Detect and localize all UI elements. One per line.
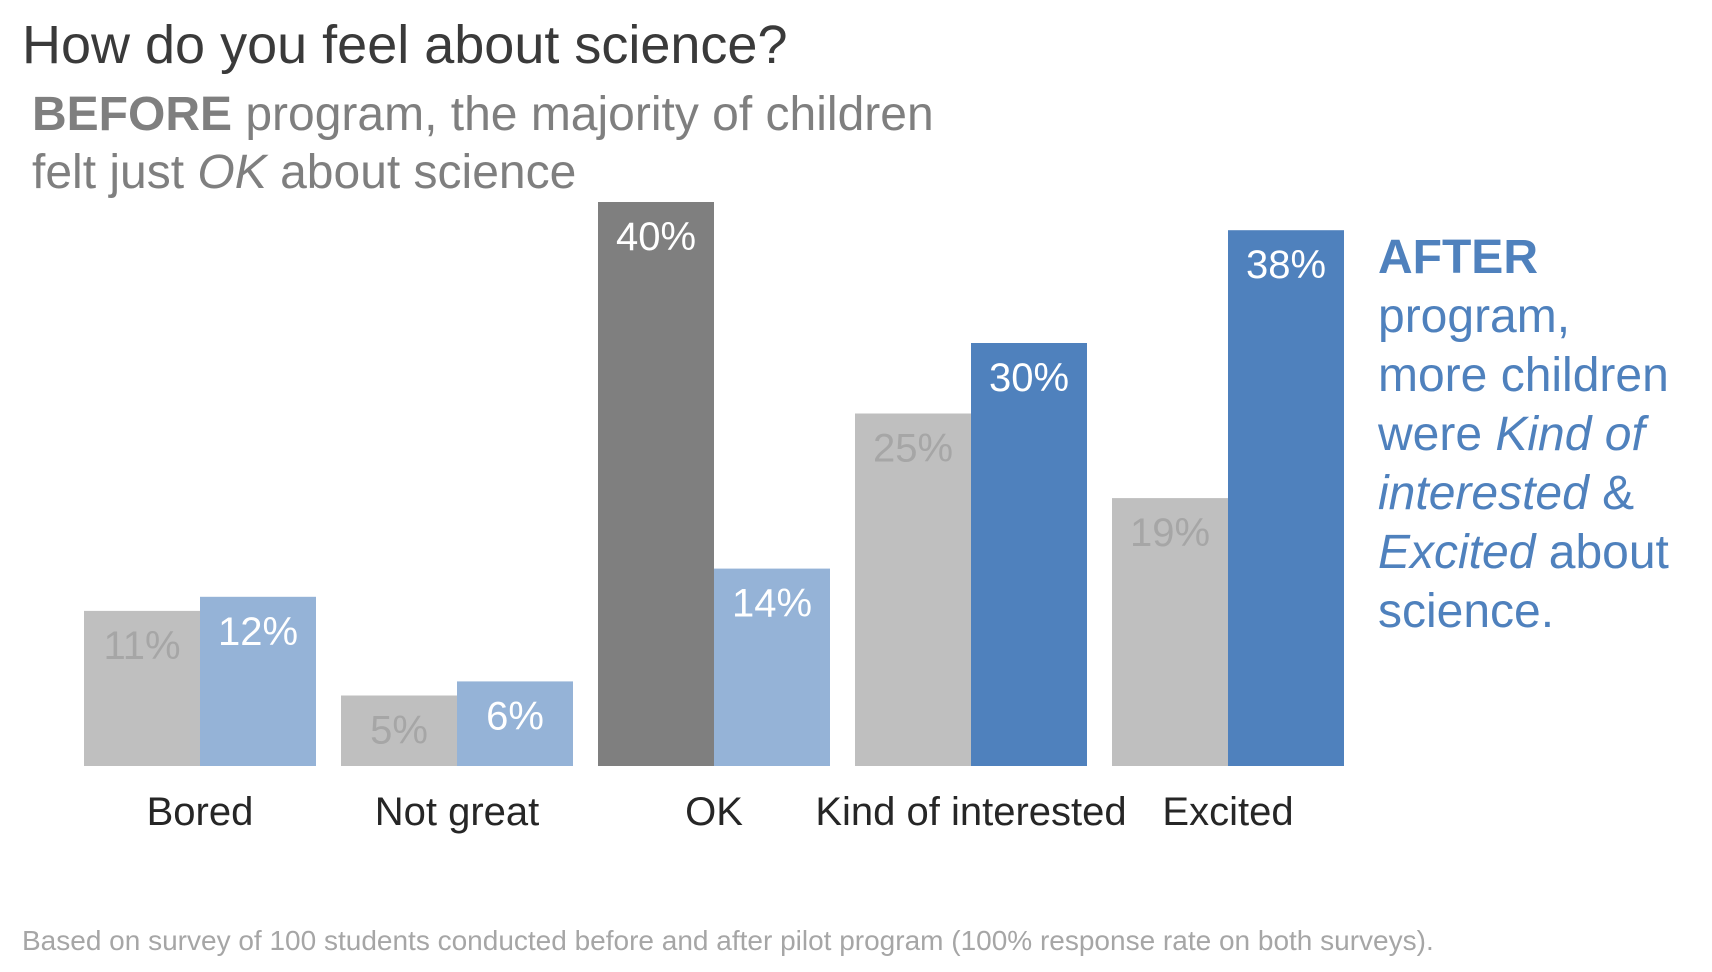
bar-before-4 <box>1112 498 1228 766</box>
category-label-1: Not great <box>375 790 540 834</box>
category-label-4: Excited <box>1162 790 1293 834</box>
before-annotation-text-2: felt just <box>32 146 198 199</box>
bar-label-after-3: 30% <box>989 356 1069 400</box>
after-annotation-strong: AFTER <box>1378 231 1538 284</box>
after-annotation-line-6: Excited about <box>1378 523 1669 582</box>
bar-label-before-1: 5% <box>370 709 428 753</box>
before-annotation-line-1: BEFORE program, the majority of children <box>32 86 934 144</box>
bar-after-3 <box>971 343 1087 766</box>
bar-label-before-2: 40% <box>616 215 696 259</box>
bar-after-1 <box>457 681 573 766</box>
bar-label-after-4: 38% <box>1246 243 1326 287</box>
bar-label-before-4: 19% <box>1130 511 1210 555</box>
bar-before-2 <box>598 202 714 766</box>
after-annotation: AFTER program, more children were Kind o… <box>1378 228 1669 641</box>
bar-label-after-1: 6% <box>486 694 544 738</box>
after-annotation-text-6: about <box>1535 526 1669 579</box>
before-annotation-text-3: about science <box>266 146 577 199</box>
bar-label-after-0: 12% <box>218 610 298 654</box>
bar-label-before-3: 25% <box>873 427 953 471</box>
bar-after-0 <box>200 596 316 766</box>
bar-before-1 <box>341 695 457 766</box>
category-label-0: Bored <box>147 790 254 834</box>
after-annotation-line-2: program, <box>1378 290 1571 343</box>
chart-title: How do you feel about science? <box>22 15 788 75</box>
before-annotation-emphasis: OK <box>197 146 267 199</box>
after-annotation-text-4: were <box>1378 408 1496 461</box>
before-annotation-line-2: felt just OK about science <box>32 144 934 202</box>
bar-before-0 <box>84 610 200 766</box>
after-annotation-line-4: were Kind of <box>1378 405 1669 464</box>
bar-label-after-2: 14% <box>732 582 812 626</box>
before-annotation-strong: BEFORE <box>32 88 233 141</box>
before-annotation: BEFORE program, the majority of children… <box>32 86 934 202</box>
bar-after-2 <box>714 568 830 766</box>
after-annotation-line-5: interested & <box>1378 464 1669 523</box>
bar-label-before-0: 11% <box>103 624 180 668</box>
after-annotation-line-7: science. <box>1378 585 1555 638</box>
category-label-3: Kind of interested <box>815 790 1126 834</box>
before-annotation-text-1: program, the majority of children <box>232 88 934 141</box>
after-annotation-emphasis-5: interested <box>1378 467 1589 520</box>
bar-before-3 <box>855 413 971 766</box>
after-annotation-emphasis-6: Excited <box>1378 526 1536 579</box>
category-label-2: OK <box>685 790 743 834</box>
after-annotation-text-5: & <box>1588 467 1635 520</box>
after-annotation-emphasis-4: Kind of <box>1495 408 1645 461</box>
bar-after-4 <box>1228 230 1344 766</box>
footnote: Based on survey of 100 students conducte… <box>22 925 1434 956</box>
after-annotation-line-3: more children <box>1378 349 1669 402</box>
